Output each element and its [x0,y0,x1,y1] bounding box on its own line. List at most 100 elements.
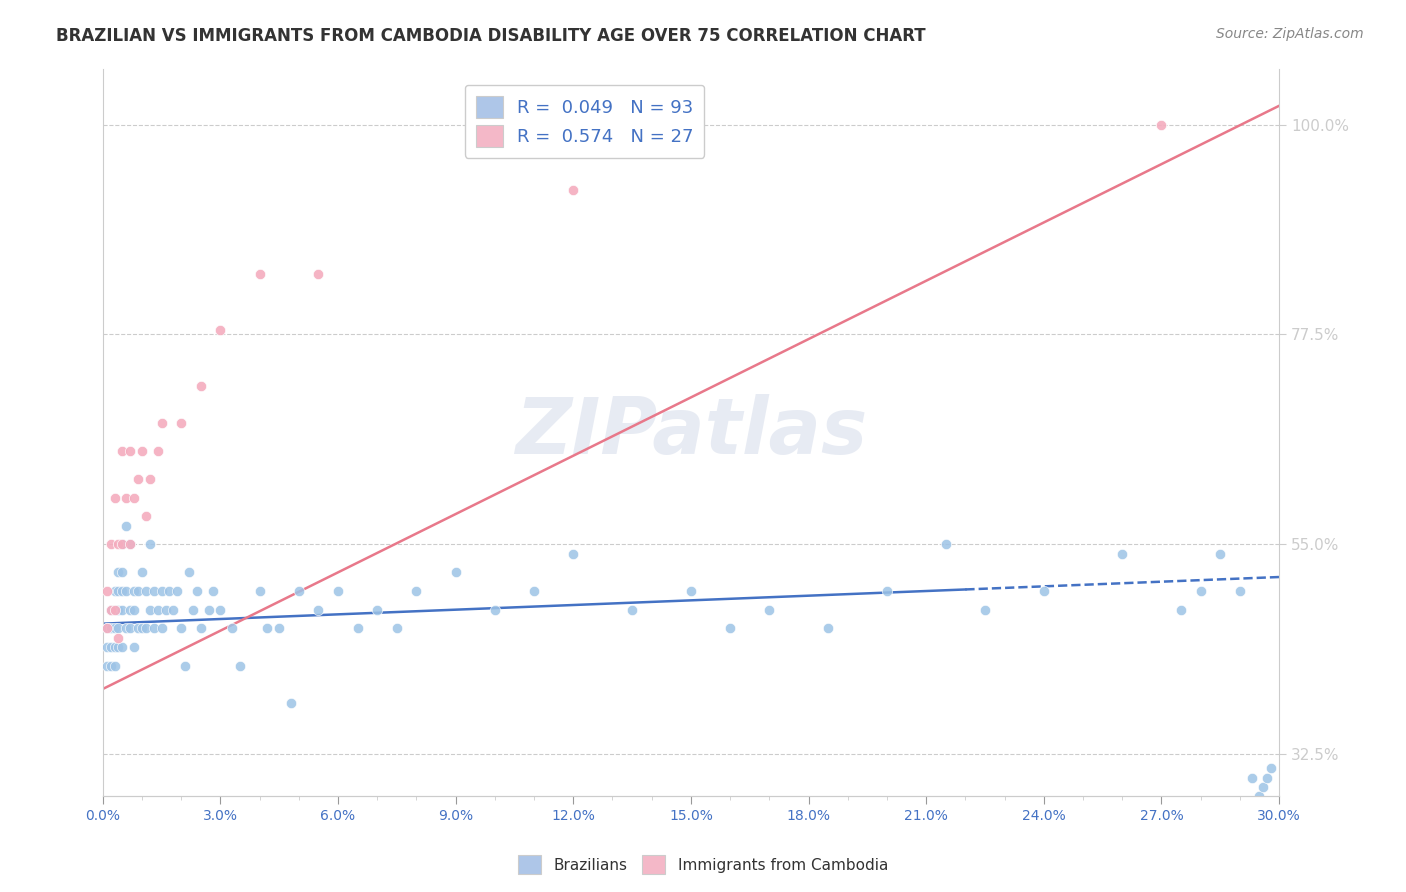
Point [120,602,142,616]
Point [96,621,118,635]
Point [96,621,118,635]
Point [103,640,125,654]
Point [326,584,349,599]
Point [405,584,427,599]
Point [562,547,585,561]
Point [115,584,138,599]
Point [162,602,184,616]
Point [107,584,129,599]
Point [111,566,134,580]
Point [96,584,118,599]
Point [139,537,162,551]
Point [127,472,149,486]
Point [307,267,329,281]
Text: BRAZILIAN VS IMMIGRANTS FROM CAMBODIA DISABILITY AGE OVER 75 CORRELATION CHART: BRAZILIAN VS IMMIGRANTS FROM CAMBODIA DI… [56,27,927,45]
Legend: R =  0.049   N = 93, R =  0.574   N = 27: R = 0.049 N = 93, R = 0.574 N = 27 [465,85,704,158]
Point [150,584,173,599]
Point [111,602,134,616]
Point [288,584,311,599]
Point [103,621,125,635]
Point [107,640,129,654]
Point [1253,780,1275,794]
Point [111,584,134,599]
Point [107,566,129,580]
Point [131,444,153,458]
Point [177,566,200,580]
Point [221,621,243,635]
Point [484,602,506,616]
Point [1260,761,1282,775]
Point [135,584,157,599]
Point [621,602,644,616]
Point [120,537,142,551]
Point [122,584,145,599]
Point [817,621,839,635]
Point [100,640,122,654]
Point [142,584,165,599]
Point [115,518,138,533]
Point [170,416,193,430]
Point [135,621,157,635]
Point [209,602,232,616]
Point [1032,584,1054,599]
Point [103,584,125,599]
Point [122,602,145,616]
Point [174,658,197,673]
Point [111,537,134,551]
Point [131,566,153,580]
Point [150,621,173,635]
Point [139,602,162,616]
Point [103,491,125,505]
Point [122,640,145,654]
Point [366,602,388,616]
Point [444,566,467,580]
Point [1189,584,1212,599]
Point [122,491,145,505]
Point [1229,584,1251,599]
Point [120,621,142,635]
Point [107,621,129,635]
Point [935,537,957,551]
Point [718,621,741,635]
Point [115,491,138,505]
Point [385,621,408,635]
Point [100,602,122,616]
Text: Source: ZipAtlas.com: Source: ZipAtlas.com [1216,27,1364,41]
Point [229,658,252,673]
Point [197,602,219,616]
Point [1170,602,1192,616]
Point [249,584,271,599]
Point [256,621,278,635]
Point [107,631,129,645]
Point [269,621,291,635]
Point [1249,789,1271,804]
Point [103,658,125,673]
Point [100,537,122,551]
Point [100,602,122,616]
Text: ZIPatlas: ZIPatlas [515,394,868,470]
Point [1111,547,1133,561]
Point [190,621,212,635]
Point [159,584,181,599]
Point [190,378,212,392]
Point [142,621,165,635]
Point [115,621,138,635]
Point [280,696,302,710]
Point [120,537,142,551]
Point [107,537,129,551]
Point [146,602,169,616]
Point [111,640,134,654]
Point [679,584,702,599]
Point [103,602,125,616]
Point [186,584,208,599]
Point [111,444,134,458]
Point [209,323,232,337]
Point [1240,771,1263,785]
Point [523,584,546,599]
Point [201,584,224,599]
Point [1150,118,1173,132]
Point [127,584,149,599]
Point [139,472,162,486]
Point [96,640,118,654]
Point [166,584,188,599]
